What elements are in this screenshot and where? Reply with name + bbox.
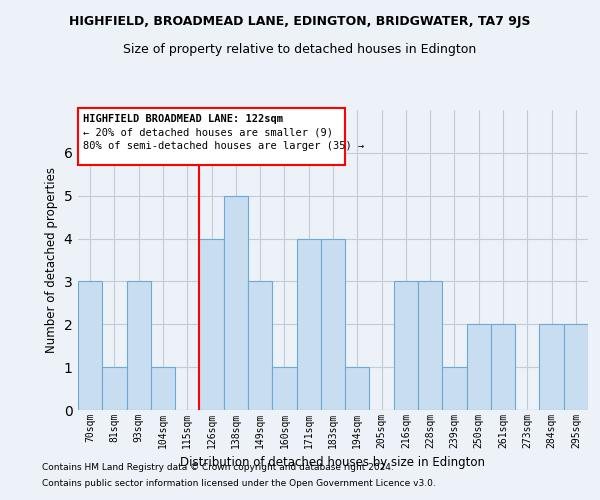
Text: Contains public sector information licensed under the Open Government Licence v3: Contains public sector information licen… <box>42 478 436 488</box>
Bar <box>491 324 515 410</box>
Bar <box>102 367 127 410</box>
Text: ← 20% of detached houses are smaller (9): ← 20% of detached houses are smaller (9) <box>83 128 333 138</box>
Bar <box>321 238 345 410</box>
Bar <box>564 324 588 410</box>
Text: HIGHFIELD BROADMEAD LANE: 122sqm: HIGHFIELD BROADMEAD LANE: 122sqm <box>83 114 283 124</box>
Y-axis label: Number of detached properties: Number of detached properties <box>45 167 58 353</box>
X-axis label: Distribution of detached houses by size in Edington: Distribution of detached houses by size … <box>181 456 485 469</box>
Text: HIGHFIELD, BROADMEAD LANE, EDINGTON, BRIDGWATER, TA7 9JS: HIGHFIELD, BROADMEAD LANE, EDINGTON, BRI… <box>69 15 531 28</box>
Bar <box>127 282 151 410</box>
FancyBboxPatch shape <box>78 108 345 165</box>
Bar <box>467 324 491 410</box>
Bar <box>418 282 442 410</box>
Text: Size of property relative to detached houses in Edington: Size of property relative to detached ho… <box>124 42 476 56</box>
Bar <box>151 367 175 410</box>
Bar <box>296 238 321 410</box>
Bar <box>224 196 248 410</box>
Bar <box>394 282 418 410</box>
Bar <box>272 367 296 410</box>
Bar <box>539 324 564 410</box>
Bar <box>199 238 224 410</box>
Text: Contains HM Land Registry data © Crown copyright and database right 2024.: Contains HM Land Registry data © Crown c… <box>42 464 394 472</box>
Text: 80% of semi-detached houses are larger (35) →: 80% of semi-detached houses are larger (… <box>83 142 364 152</box>
Bar <box>442 367 467 410</box>
Bar <box>248 282 272 410</box>
Bar <box>345 367 370 410</box>
Bar <box>78 282 102 410</box>
